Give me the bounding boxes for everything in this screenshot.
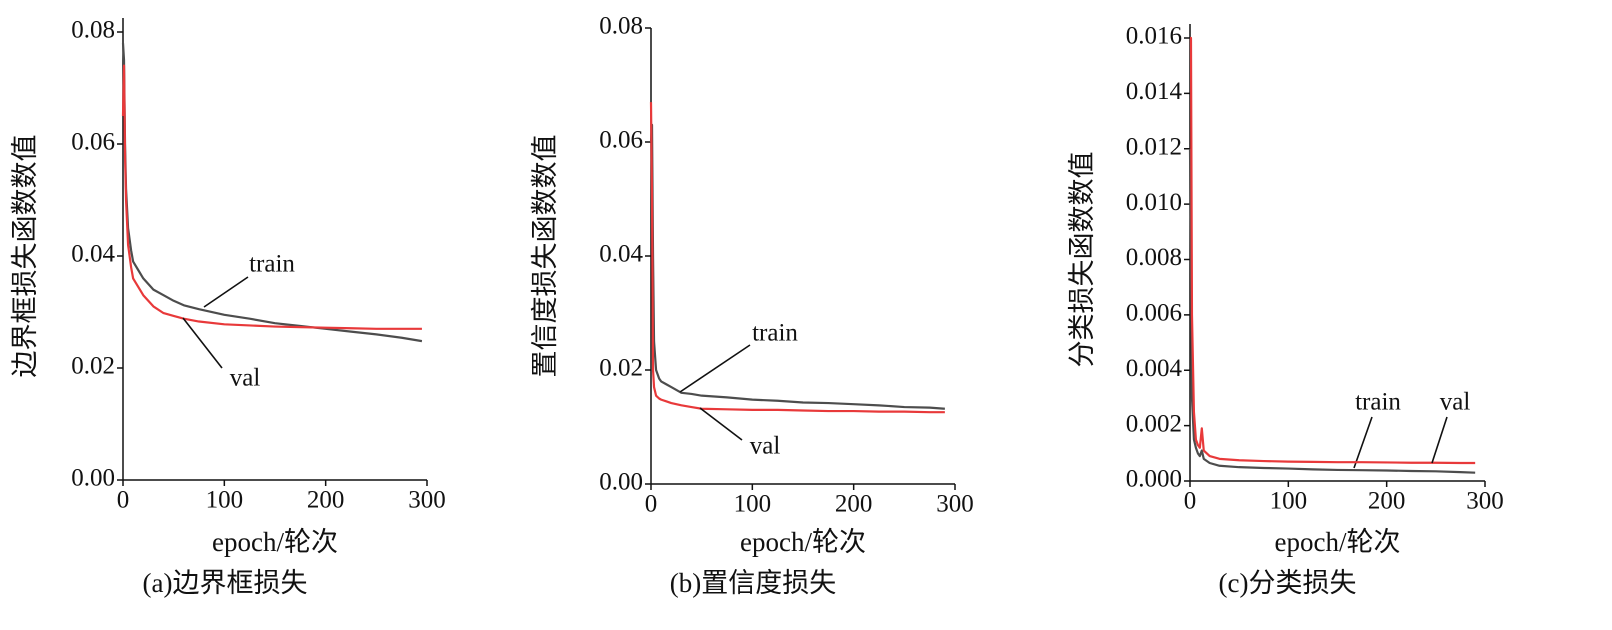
series-label: val	[1440, 389, 1471, 416]
y-tick-label: 0.02	[71, 353, 115, 380]
caption: (c)分类损失	[1219, 568, 1357, 598]
series-label: val	[230, 365, 261, 392]
y-tick-label: 0.04	[599, 241, 643, 268]
x-tick-label: 100	[1270, 488, 1308, 515]
x-tick-label: 300	[936, 491, 974, 518]
y-tick-label: 0.08	[71, 17, 115, 44]
y-tick-label: 0.010	[1126, 189, 1182, 216]
y-axis-label: 边界框损失函数数值	[10, 135, 40, 378]
y-tick-label: 0.014	[1126, 78, 1183, 105]
x-axis-label: epoch/轮次	[1275, 527, 1401, 557]
y-tick-label: 0.000	[1126, 466, 1182, 493]
series-line	[121, 43, 423, 343]
y-tick-label: 0.00	[599, 469, 643, 496]
series-label: train	[249, 251, 295, 278]
y-tick-label: 0.00	[71, 465, 115, 492]
y-tick-label: 0.02	[599, 355, 643, 382]
y-tick-label: 0.004	[1126, 355, 1183, 382]
x-tick-label: 200	[1368, 488, 1406, 515]
series-label: val	[750, 433, 781, 460]
x-tick-label: 0	[645, 491, 658, 518]
annotation-line	[203, 276, 249, 308]
x-axis-label: epoch/轮次	[740, 527, 866, 557]
x-axis-label: epoch/轮次	[212, 527, 338, 557]
x-tick-label: 0	[1184, 488, 1197, 515]
y-tick-label: 0.04	[71, 241, 115, 268]
series-label: train	[1355, 389, 1401, 416]
y-tick-label: 0.016	[1126, 23, 1182, 50]
x-tick-label: 300	[1466, 488, 1504, 515]
series-line	[1189, 36, 1476, 465]
y-tick-label: 0.012	[1126, 133, 1182, 160]
annotation-line	[699, 407, 743, 441]
series-line	[121, 64, 422, 330]
x-tick-label: 100	[734, 491, 772, 518]
x-tick-label: 200	[307, 487, 345, 514]
series-line	[1188, 148, 1476, 474]
annotation-line	[679, 344, 751, 393]
annotation-line	[182, 317, 223, 369]
x-tick-label: 200	[835, 491, 873, 518]
x-tick-label: 300	[408, 487, 446, 514]
x-tick-label: 100	[206, 487, 244, 514]
y-axis-label: 置信度损失函数数值	[530, 135, 560, 378]
caption: (b)置信度损失	[670, 568, 836, 598]
series-label: train	[752, 320, 798, 347]
y-tick-label: 0.008	[1126, 244, 1182, 271]
y-tick-label: 0.006	[1126, 300, 1182, 327]
y-tick-label: 0.06	[599, 127, 643, 154]
series-line	[649, 102, 945, 414]
y-tick-label: 0.06	[71, 129, 115, 156]
y-axis-label: 分类损失函数数值	[1067, 152, 1097, 368]
annotation-line	[1431, 416, 1448, 464]
annotation-line	[1353, 416, 1373, 469]
series-line	[649, 123, 945, 410]
y-tick-label: 0.002	[1126, 410, 1182, 437]
x-tick-label: 0	[117, 487, 130, 514]
caption: (a)边界框损失	[143, 568, 308, 598]
y-tick-label: 0.08	[599, 13, 643, 40]
